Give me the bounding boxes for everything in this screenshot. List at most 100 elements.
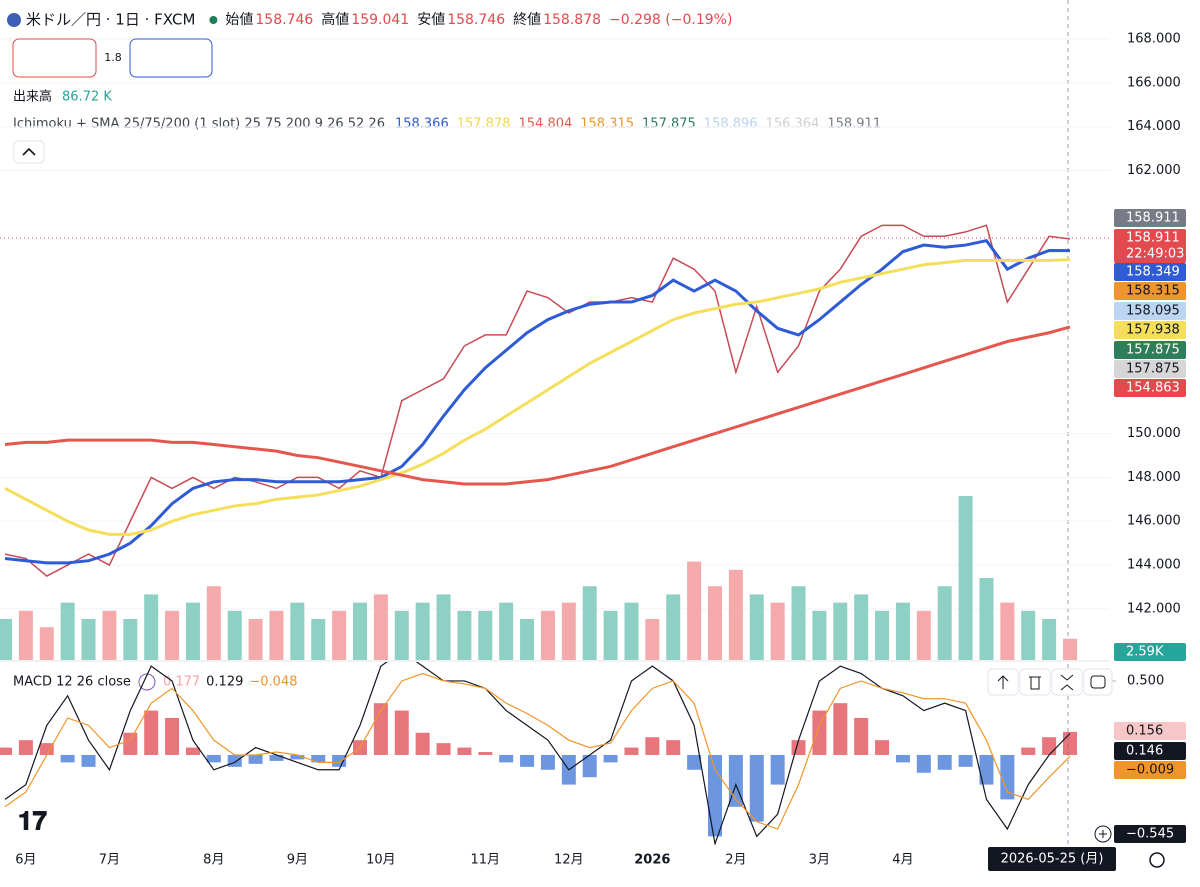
volume-bar (415, 602, 430, 660)
histogram-bar (1063, 731, 1077, 755)
delete-button[interactable] (1019, 668, 1051, 696)
price-badge-bg (1114, 302, 1186, 320)
price-badge: 157.875 (1126, 362, 1180, 377)
volume-bar (791, 586, 806, 660)
price-badge: 158.095 (1126, 304, 1180, 319)
volume-bar (1000, 602, 1015, 660)
price-pane (0, 224, 1077, 660)
histogram-bar (0, 747, 12, 755)
macd-badge: −0.009 (1126, 763, 1174, 778)
histogram-bar (812, 710, 827, 755)
histogram-bar (520, 754, 535, 767)
indicator-value: 158.315 (580, 117, 634, 132)
volume-bar (979, 578, 994, 660)
histogram-bar (185, 747, 200, 755)
volume-bar (645, 619, 660, 660)
volume-bar (708, 586, 722, 660)
volume-bar (144, 594, 159, 660)
histogram-bar (478, 752, 493, 755)
price-badge-bg (1114, 209, 1186, 227)
volume-bar (0, 619, 12, 660)
indicator-name: Ichimoku + SMA 25/75/200 (1 slot) 25 75 … (13, 117, 385, 132)
volume-bar (937, 586, 952, 660)
macd-badge-bg (1114, 722, 1186, 740)
histogram-bar (979, 754, 994, 785)
histogram-bar (39, 743, 54, 755)
time-badge-bg (988, 847, 1116, 871)
ohlc-value: 159.041 (351, 12, 409, 28)
x-tick-label: 2026 (634, 853, 670, 868)
series-line (4, 224, 1071, 577)
trash-icon (1029, 676, 1041, 690)
indicator-value: 158.911 (827, 117, 881, 132)
histogram-bar (958, 754, 973, 767)
maximize-button[interactable] (1083, 668, 1113, 696)
x-tick-label: 11月 (471, 853, 501, 868)
volume-bar (18, 610, 33, 660)
y-tick-label: 144.000 (1127, 558, 1181, 573)
volume-bar (561, 602, 576, 660)
histogram-bar (1042, 737, 1057, 755)
price-badge: 157.875 (1126, 343, 1180, 358)
volume-bar (687, 561, 702, 660)
ohlc-value: 158.746 (255, 12, 313, 28)
volume-bar (958, 496, 973, 660)
collapse-icon (1060, 674, 1074, 691)
macd-value: 0.129 (206, 675, 243, 690)
symbol-title: 米ドル／円 · 1日 · FXCM (26, 11, 195, 29)
y-tick-label: 142.000 (1127, 601, 1181, 616)
volume-bar (102, 610, 117, 660)
series-line (4, 239, 1071, 565)
histogram-bar (144, 710, 159, 755)
volume-bar (499, 602, 514, 660)
volume-bar (540, 610, 555, 660)
y-tick-label: 148.000 (1127, 470, 1181, 485)
volume-bar (875, 610, 890, 660)
signal-line (4, 672, 1071, 830)
histogram-bar (582, 754, 597, 778)
volume-bar (1063, 638, 1077, 660)
macd-badge-bg (1114, 761, 1186, 779)
volume-bar (290, 602, 305, 660)
macd-line (4, 662, 1071, 845)
x-tick-label: 2月 (725, 853, 746, 868)
volume-value: 86.72 K (62, 90, 112, 105)
x-tick-label: 12月 (554, 853, 584, 868)
up-icon (997, 675, 1009, 689)
price-badge-bg (1114, 245, 1186, 263)
collapse-button[interactable] (13, 140, 45, 164)
ohlc-value: 158.746 (447, 12, 505, 28)
volume-bar (353, 602, 367, 660)
volume-bar (227, 610, 242, 660)
volume-bar (812, 610, 827, 660)
macd-value: −0.048 (249, 675, 297, 690)
histogram-bar (248, 754, 263, 764)
volume-bar (332, 610, 347, 660)
quote-boxes[interactable] (12, 38, 213, 78)
volume-bar (582, 586, 597, 660)
histogram-bar (854, 717, 869, 755)
histogram-bar (1000, 754, 1015, 800)
volume-bar (269, 610, 284, 660)
histogram-bar (895, 754, 910, 763)
ohlc-label: 安値 (417, 12, 445, 28)
y-tick-label: 146.000 (1127, 514, 1181, 529)
volume-bar (185, 602, 200, 660)
y-tick-label: 166.000 (1127, 75, 1181, 90)
series-line (4, 325, 1071, 486)
ohlc-label: 始値 (225, 12, 253, 28)
x-tick-label: 6月 (15, 853, 36, 868)
buy-button[interactable] (129, 38, 213, 78)
histogram-bar (937, 754, 952, 770)
volume-bar (520, 619, 535, 660)
indicator-value: 156.364 (766, 117, 820, 132)
settings-icon[interactable] (1149, 852, 1165, 868)
indicator-value: 157.878 (457, 117, 511, 132)
ohlc-label: 終値 (513, 12, 541, 28)
volume-bar (248, 619, 263, 660)
price-badge-bg (1114, 263, 1186, 281)
histogram-bar (833, 703, 848, 755)
collapse-icon (22, 147, 36, 156)
collapse-pane-button[interactable] (1051, 668, 1083, 696)
sell-button[interactable] (12, 38, 97, 78)
